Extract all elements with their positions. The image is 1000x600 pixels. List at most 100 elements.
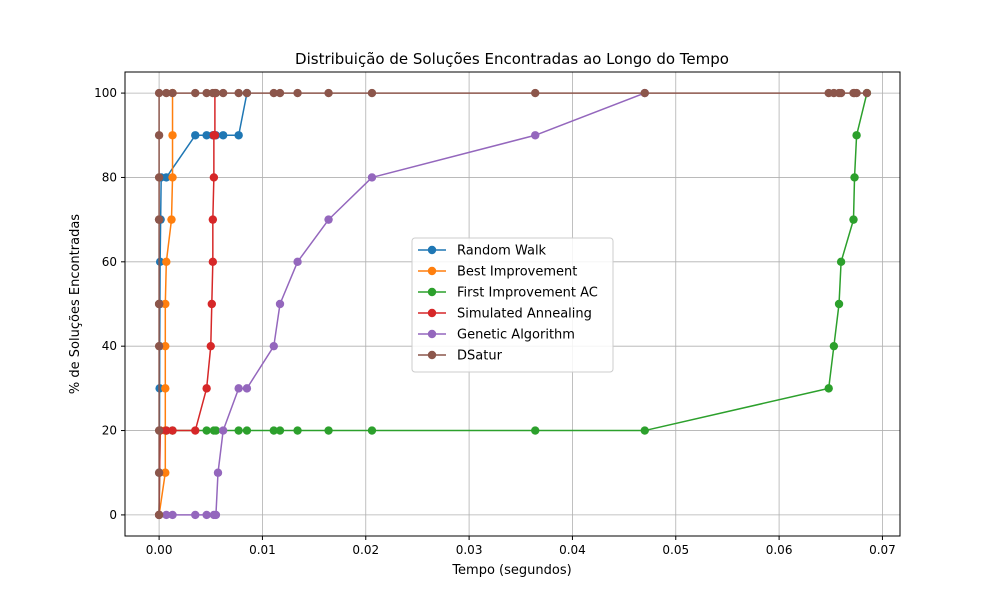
data-point-random-walk xyxy=(234,131,243,140)
data-point-simulated-annealing xyxy=(209,173,219,182)
legend-marker-simulated-annealing xyxy=(427,308,437,318)
data-point-dsatur xyxy=(242,88,252,98)
data-point-first-improvement-ac xyxy=(202,426,211,435)
data-point-simulated-annealing xyxy=(208,257,218,267)
data-point-dsatur xyxy=(162,88,171,98)
legend-box xyxy=(411,237,614,373)
data-point-genetic-algorithm xyxy=(242,384,252,393)
data-point-first-improvement-ac xyxy=(211,426,221,435)
data-point-first-improvement-ac xyxy=(824,384,833,393)
data-point-genetic-algorithm xyxy=(367,173,377,182)
x-tick-label: 0.02 xyxy=(352,543,379,557)
data-point-dsatur xyxy=(168,88,177,98)
legend-label-first-improvement-ac: First Improvement AC xyxy=(457,286,598,301)
legend-marker-best-improvement xyxy=(427,266,437,276)
y-tick-label: 100 xyxy=(94,86,117,100)
data-point-best-improvement xyxy=(161,468,170,477)
series-dsatur xyxy=(154,88,872,520)
data-point-dsatur xyxy=(862,88,872,98)
y-tick-label: 20 xyxy=(102,424,117,438)
data-point-simulated-annealing xyxy=(168,426,177,435)
legend-marker-random-walk xyxy=(427,245,437,255)
data-point-genetic-algorithm xyxy=(191,510,200,520)
legend-label-genetic-algorithm: Genetic Algorithm xyxy=(457,328,575,343)
x-tick-label: 0.01 xyxy=(249,543,276,557)
data-point-dsatur xyxy=(293,88,302,98)
data-point-genetic-algorithm xyxy=(275,299,285,309)
x-tick-label: 0.07 xyxy=(869,543,896,557)
data-point-dsatur xyxy=(367,88,377,98)
data-point-first-improvement-ac xyxy=(324,426,333,435)
data-point-first-improvement-ac xyxy=(234,426,243,435)
data-point-genetic-algorithm xyxy=(211,510,221,520)
data-point-simulated-annealing xyxy=(191,426,200,435)
data-point-first-improvement-ac xyxy=(829,341,839,351)
y-tick-label: 0 xyxy=(109,508,117,522)
x-axis-label: Tempo (segundos) xyxy=(451,563,571,578)
series-line-first-improvement-ac xyxy=(158,92,868,515)
data-point-dsatur xyxy=(154,173,164,182)
data-point-dsatur xyxy=(269,88,278,98)
data-point-genetic-algorithm xyxy=(234,384,243,393)
data-point-genetic-algorithm xyxy=(162,510,171,520)
data-point-best-improvement xyxy=(161,384,170,393)
data-point-first-improvement-ac xyxy=(849,215,858,224)
data-point-simulated-annealing xyxy=(207,299,216,309)
data-point-dsatur xyxy=(154,426,164,435)
data-point-dsatur xyxy=(154,510,164,520)
data-point-first-improvement-ac xyxy=(852,131,861,140)
x-tick-label: 0.06 xyxy=(766,543,793,557)
data-point-random-walk xyxy=(202,131,211,140)
data-point-dsatur xyxy=(154,299,164,309)
data-point-best-improvement xyxy=(168,131,177,140)
data-point-dsatur xyxy=(154,468,164,477)
data-point-dsatur xyxy=(324,88,333,98)
data-point-first-improvement-ac xyxy=(850,173,859,182)
data-point-dsatur xyxy=(154,131,164,140)
y-tick-label: 80 xyxy=(102,170,117,184)
y-tick-label: 40 xyxy=(102,339,117,353)
axis-ticks: 0.00 0.01 0.02 0.03 0.04 0.05 0.06 0.07 0 20 40 60 8… xyxy=(94,86,896,557)
data-point-first-improvement-ac xyxy=(834,299,844,309)
data-point-dsatur xyxy=(836,88,846,98)
data-point-genetic-algorithm xyxy=(531,131,540,140)
x-tick-label: 0.05 xyxy=(662,543,689,557)
data-point-dsatur xyxy=(154,215,164,224)
data-point-simulated-annealing xyxy=(208,215,218,224)
data-point-random-walk xyxy=(191,131,200,140)
data-point-best-improvement xyxy=(168,173,177,182)
legend-label-best-improvement: Best Improvement xyxy=(457,265,577,280)
legend-marker-first-improvement-ac xyxy=(427,287,437,297)
data-point-dsatur xyxy=(640,88,649,98)
legend: Random Walk Best Improvement First Improve… xyxy=(411,237,614,373)
data-point-dsatur xyxy=(275,88,285,98)
plot-frame xyxy=(124,71,901,537)
x-tick-label: 0.03 xyxy=(456,543,483,557)
data-point-first-improvement-ac xyxy=(269,426,278,435)
data-point-dsatur xyxy=(531,88,540,98)
data-point-first-improvement-ac xyxy=(640,426,649,435)
chart-title: Distribuição de Soluções Encontradas ao … xyxy=(295,50,729,68)
legend-marker-dsatur xyxy=(427,350,437,360)
data-point-best-improvement xyxy=(161,341,170,351)
x-tick-label: 0.00 xyxy=(146,543,173,557)
data-point-dsatur xyxy=(154,88,164,98)
data-point-best-improvement xyxy=(161,299,170,309)
data-point-simulated-annealing xyxy=(206,341,215,351)
data-point-genetic-algorithm xyxy=(293,257,302,267)
y-axis-label: % de Soluções Encontradas xyxy=(68,214,83,394)
data-point-genetic-algorithm xyxy=(202,510,211,520)
data-point-simulated-annealing xyxy=(162,426,171,435)
data-point-genetic-algorithm xyxy=(168,510,177,520)
data-point-genetic-algorithm xyxy=(269,341,278,351)
legend-label-random-walk: Random Walk xyxy=(457,244,547,259)
data-point-best-improvement xyxy=(167,215,176,224)
data-point-dsatur xyxy=(202,88,211,98)
data-point-genetic-algorithm xyxy=(218,426,228,435)
data-point-first-improvement-ac xyxy=(275,426,285,435)
data-point-dsatur xyxy=(218,88,228,98)
data-point-genetic-algorithm xyxy=(213,468,223,477)
data-point-dsatur xyxy=(852,88,861,98)
data-point-random-walk xyxy=(155,257,165,267)
